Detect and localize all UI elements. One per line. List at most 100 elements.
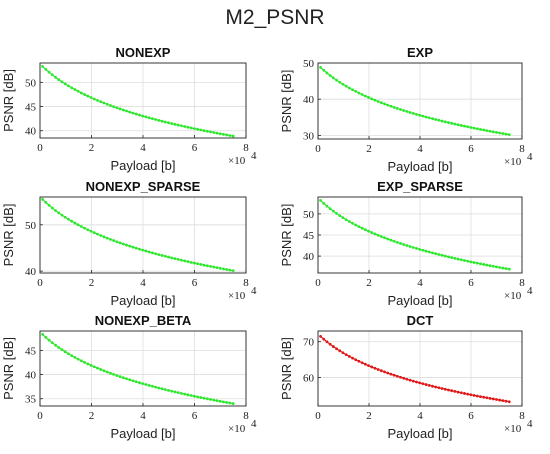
x-axis-multiplier: ×10 [504, 156, 522, 168]
series-point [115, 374, 119, 377]
series-point [405, 110, 409, 113]
x-axis-multiplier-exponent: 4 [527, 285, 533, 297]
series-point [150, 251, 154, 255]
series-point [443, 120, 447, 124]
series-point [128, 244, 132, 248]
series-point [411, 112, 415, 115]
series-point [357, 225, 361, 229]
series-point [57, 78, 61, 81]
series-point [215, 131, 219, 135]
series-point [392, 373, 396, 377]
x-axis-multiplier: ×10 [228, 423, 246, 435]
series-point [456, 257, 460, 261]
series-point [389, 372, 393, 376]
series-point [44, 67, 48, 71]
series-point [328, 74, 332, 77]
x-tick-label: 2 [366, 277, 372, 289]
series-point [222, 267, 225, 271]
x-tick-label: 4 [140, 410, 146, 422]
series-point [450, 121, 454, 125]
subplot-nonexp: 0 2 4 6 8 40 45 50 NONEXP Payload [b] PSNR [dB] ×10… [1, 45, 257, 173]
x-axis-multiplier-exponent: 4 [527, 151, 533, 163]
series-point [79, 359, 83, 363]
series-point [209, 265, 212, 268]
series-point [459, 124, 463, 127]
series-point [196, 395, 199, 399]
series-point [440, 253, 444, 257]
series-point [86, 362, 90, 366]
series-point [507, 267, 511, 271]
series-point [322, 337, 326, 341]
series-point [421, 248, 425, 252]
series-point [228, 268, 232, 272]
series-point [105, 102, 109, 106]
series-point [399, 375, 402, 379]
x-axis-multiplier: ×10 [504, 290, 522, 302]
series-point [54, 209, 57, 212]
series-point [141, 114, 145, 118]
series-point [76, 357, 80, 361]
series-point [225, 401, 229, 404]
series-point [180, 124, 183, 128]
series-point [86, 94, 90, 98]
series-point [225, 133, 229, 137]
series-point [186, 393, 190, 397]
x-tick-label: 8 [243, 277, 249, 289]
series-point [41, 64, 44, 68]
series-point [112, 105, 116, 109]
series-point [160, 119, 164, 123]
series-point [189, 126, 193, 130]
series-point [47, 338, 51, 342]
series-point [402, 243, 406, 246]
series-point [331, 76, 335, 80]
x-axis-label: Payload [b] [387, 159, 452, 174]
series-point [96, 232, 99, 236]
series-point [79, 225, 83, 228]
series-point [341, 82, 345, 86]
series-point [415, 112, 418, 116]
series-point [319, 198, 322, 202]
series-point [115, 106, 119, 110]
series-point [54, 75, 57, 79]
x-axis-label: Payload [b] [387, 426, 452, 441]
series-point [112, 372, 116, 376]
series-point [399, 242, 402, 245]
subplot-dct: 0 2 4 6 8 60 70 DCT Payload [b] PSNR [dB] ×10 4 [279, 313, 533, 441]
series-point [150, 384, 154, 388]
series-point [338, 80, 342, 84]
series-point [376, 368, 380, 371]
series-point [367, 96, 370, 99]
x-tick-label: 0 [37, 277, 43, 289]
series-point [102, 369, 106, 373]
x-axis-multiplier-exponent: 4 [251, 418, 257, 430]
series-point [86, 228, 90, 232]
series-point [418, 381, 422, 385]
series-point [405, 244, 409, 247]
series-point [351, 88, 354, 92]
x-tick-label: 6 [468, 277, 474, 289]
subplot-exp: 0 2 4 6 8 30 40 50 EXP Payload [b] PSNR [dB] ×10 4 [279, 45, 533, 174]
series-point [363, 94, 367, 98]
series-point [376, 233, 380, 237]
series-point [89, 229, 93, 233]
series-point [411, 246, 415, 249]
series-point [379, 101, 383, 105]
series-point [370, 97, 374, 101]
series-point [99, 100, 103, 104]
series-point [373, 232, 377, 236]
series-point [408, 111, 412, 114]
series-point [118, 107, 122, 111]
series-point [41, 197, 44, 201]
x-tick-label: 6 [468, 410, 474, 422]
series-point [469, 393, 473, 397]
series-point [50, 73, 54, 77]
series-point [383, 102, 386, 106]
series-point [463, 124, 466, 128]
series-point [495, 131, 498, 134]
y-tick-label: 40 [303, 94, 315, 106]
series-point [453, 122, 457, 126]
series-point [443, 254, 447, 258]
series-point [408, 378, 412, 382]
series-point [418, 113, 422, 117]
series-point [228, 134, 232, 137]
